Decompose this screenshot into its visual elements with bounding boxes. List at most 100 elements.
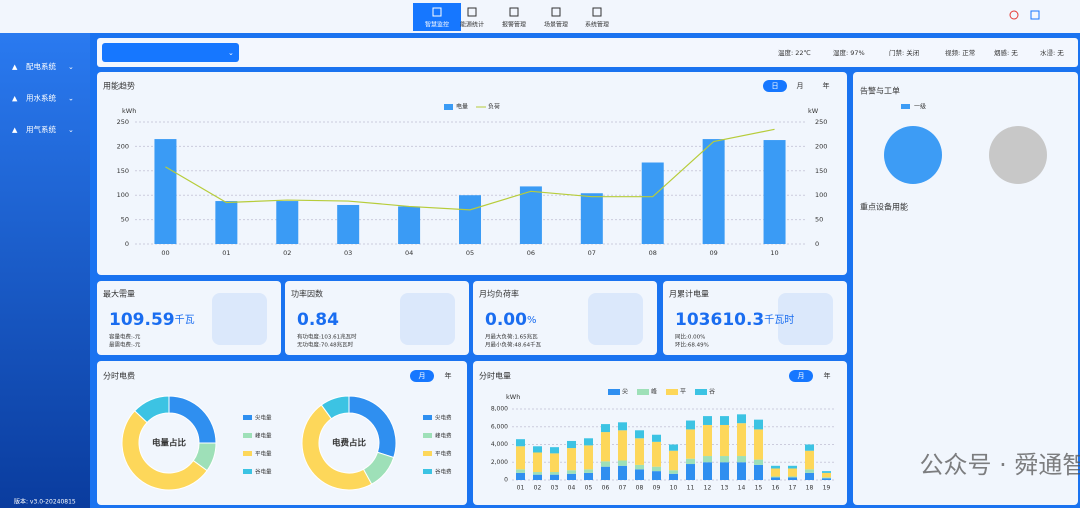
bar-segment bbox=[567, 473, 576, 480]
legend-swatch bbox=[608, 389, 620, 395]
bar-segment bbox=[754, 429, 763, 460]
legend-label: 尖 bbox=[622, 388, 628, 396]
bar-segment bbox=[550, 453, 559, 473]
legend-swatch bbox=[243, 433, 252, 438]
kpi-title: 月累计电量 bbox=[669, 289, 709, 299]
bar-segment bbox=[703, 416, 712, 425]
donut-center-label: 电费占比 bbox=[332, 438, 367, 449]
bar-segment bbox=[550, 447, 559, 454]
toggle-tab[interactable]: 月 bbox=[797, 82, 804, 90]
legend-label: 电量 bbox=[456, 103, 468, 111]
y2-tick-label: 50 bbox=[815, 216, 823, 224]
nav-tab[interactable]: 智慧监控 bbox=[425, 21, 449, 29]
sidebar-item[interactable]: 用水系统 bbox=[26, 93, 56, 103]
bar-segment bbox=[822, 478, 831, 480]
alert-subtitle: 重点设备用能 bbox=[860, 202, 908, 212]
kpi-illustration bbox=[400, 293, 455, 345]
kpi-detail: 环比:68.49% bbox=[675, 341, 709, 349]
bar bbox=[398, 206, 421, 244]
x-tick-label: 04 bbox=[568, 485, 576, 492]
panel-title: 分时电费 bbox=[103, 371, 135, 381]
chevron: ⌄ bbox=[68, 126, 74, 134]
bar-segment bbox=[516, 472, 525, 480]
nav-tab[interactable]: 报警管理 bbox=[502, 21, 526, 29]
tab-active-bg bbox=[410, 370, 434, 382]
tab-icon bbox=[432, 7, 442, 17]
bar-segment bbox=[601, 424, 610, 433]
bar-segment bbox=[720, 416, 729, 425]
toggle-tab[interactable]: 年 bbox=[445, 371, 452, 380]
toggle-tab[interactable]: 月 bbox=[798, 372, 805, 380]
y-unit: kWh bbox=[122, 107, 136, 115]
donut-center-label: 电量占比 bbox=[152, 438, 187, 449]
bar bbox=[763, 140, 786, 244]
bar-segment bbox=[618, 430, 627, 461]
y-tick-label: 50 bbox=[121, 216, 129, 224]
bar-segment bbox=[567, 440, 576, 449]
legend-label: 平电量 bbox=[255, 450, 272, 458]
legend-label: 尖电量 bbox=[255, 414, 272, 422]
nav-tab[interactable]: 场景管理 bbox=[544, 21, 568, 29]
x-tick-label: 02 bbox=[534, 485, 542, 492]
y-tick-label: 0 bbox=[504, 477, 508, 484]
kpi-illustration bbox=[212, 293, 267, 345]
toggle-tab[interactable]: 月 bbox=[419, 372, 426, 380]
y-tick-label: 2,000 bbox=[491, 459, 508, 466]
bar-segment bbox=[584, 472, 593, 480]
toggle-tab[interactable]: 日 bbox=[772, 82, 779, 90]
x-tick-label: 05 bbox=[466, 249, 474, 257]
bar-segment bbox=[550, 474, 559, 480]
bar-segment bbox=[822, 477, 831, 479]
x-tick-label: 08 bbox=[636, 485, 644, 492]
bell-icon[interactable] bbox=[1009, 10, 1019, 20]
bar-segment bbox=[601, 466, 610, 480]
bar-segment bbox=[601, 432, 610, 462]
kpi-unit: 千瓦时 bbox=[764, 314, 794, 326]
bar-segment bbox=[754, 464, 763, 480]
bar bbox=[702, 139, 725, 244]
alert-panel bbox=[853, 72, 1078, 505]
bar-segment bbox=[601, 461, 610, 467]
nav-tab[interactable]: 能源统计 bbox=[460, 21, 484, 29]
legend-swatch bbox=[444, 104, 453, 110]
kpi-unit: % bbox=[527, 315, 537, 326]
sidebar-item[interactable]: 配电系统 bbox=[26, 61, 56, 71]
sidebar-item[interactable]: 用气系统 bbox=[26, 124, 56, 134]
legend-label: 峰电量 bbox=[255, 432, 272, 440]
bar bbox=[459, 195, 481, 244]
x-tick-label: 00 bbox=[161, 249, 169, 257]
x-tick-label: 03 bbox=[344, 249, 352, 257]
nav-tab[interactable]: 系统管理 bbox=[585, 21, 609, 29]
kpi-value-line: 0.00% bbox=[485, 310, 536, 330]
kpi-value: 0.84 bbox=[297, 310, 339, 330]
bar-segment bbox=[788, 477, 797, 480]
x-tick-label: 11 bbox=[687, 485, 695, 492]
bar-segment bbox=[805, 472, 814, 480]
x-tick-label: 10 bbox=[670, 485, 678, 492]
fullscreen-icon[interactable] bbox=[1030, 10, 1040, 20]
toggle-tab[interactable]: 年 bbox=[824, 371, 831, 380]
toggle-tab[interactable]: 年 bbox=[823, 81, 830, 90]
x-tick-label: 18 bbox=[806, 485, 814, 492]
bar-segment bbox=[805, 444, 814, 451]
bar-segment bbox=[686, 429, 695, 459]
bar-segment bbox=[686, 458, 695, 465]
donut-segment bbox=[320, 395, 350, 420]
bar-segment bbox=[652, 441, 661, 467]
bar-segment bbox=[720, 424, 729, 457]
chevron: ⌄ bbox=[68, 95, 74, 103]
legend-label: 尖电费 bbox=[435, 414, 452, 422]
y2-tick-label: 250 bbox=[815, 118, 827, 126]
bar-segment bbox=[805, 450, 814, 470]
chevron: ⌄ bbox=[68, 63, 74, 71]
bar-segment bbox=[567, 448, 576, 471]
bar-segment bbox=[635, 469, 644, 480]
bar-segment bbox=[618, 465, 627, 480]
kpi-title: 月均负荷率 bbox=[479, 289, 519, 299]
legend-label: 负荷 bbox=[488, 103, 500, 111]
x-tick-label: 07 bbox=[588, 249, 596, 257]
order-circle bbox=[989, 126, 1047, 184]
dropdown[interactable] bbox=[102, 43, 239, 62]
y2-tick-label: 150 bbox=[815, 167, 827, 175]
